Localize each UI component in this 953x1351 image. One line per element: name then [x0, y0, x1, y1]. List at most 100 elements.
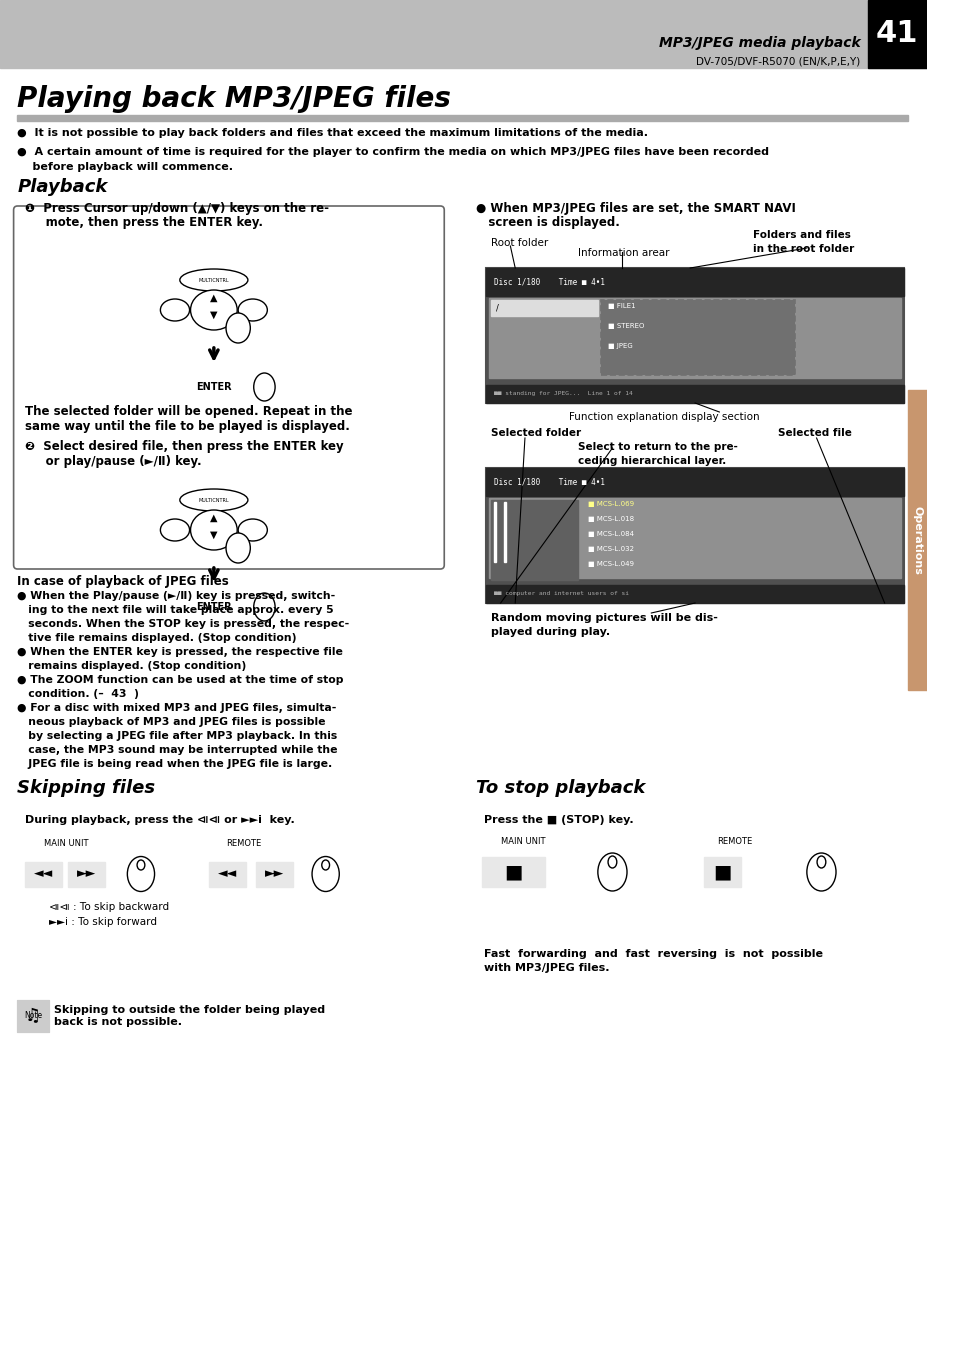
Bar [476, 939, 907, 979]
Bar [491, 500, 578, 580]
Bar [491, 300, 598, 316]
Text: ■: ■ [712, 862, 731, 881]
Text: Selected folder: Selected folder [491, 428, 580, 438]
Text: Playback: Playback [17, 178, 108, 196]
Ellipse shape [127, 857, 154, 892]
Text: ►►: ►► [77, 867, 96, 881]
Ellipse shape [253, 373, 274, 401]
Ellipse shape [191, 290, 237, 330]
Text: remains displayed. (Stop condition): remains displayed. (Stop condition) [17, 661, 247, 671]
Text: before playback will commence.: before playback will commence. [17, 162, 233, 172]
Text: screen is displayed.: screen is displayed. [476, 216, 619, 230]
Bar [481, 835, 564, 848]
Text: /: / [496, 304, 498, 312]
Text: JPEG file is being read when the JPEG file is large.: JPEG file is being read when the JPEG fi… [17, 759, 333, 769]
Bar [485, 267, 903, 296]
Text: ▲: ▲ [210, 513, 217, 523]
Ellipse shape [312, 857, 339, 892]
Text: ■: ■ [503, 862, 522, 881]
Text: DV-705/DVF-R5070 (EN/K,P,E,Y): DV-705/DVF-R5070 (EN/K,P,E,Y) [696, 57, 860, 68]
Text: ▲: ▲ [210, 293, 217, 303]
Text: in the root folder: in the root folder [753, 245, 854, 254]
Text: ▼: ▼ [210, 309, 217, 320]
Ellipse shape [160, 519, 190, 540]
Ellipse shape [607, 857, 617, 867]
Text: Function explanation display section: Function explanation display section [568, 412, 759, 422]
Bar [209, 838, 278, 851]
Bar [494, 503, 496, 562]
Bar [17, 1000, 49, 1032]
Text: The selected folder will be opened. Repeat in the: The selected folder will be opened. Repe… [25, 405, 353, 417]
Text: by selecting a JPEG file after MP3 playback. In this: by selecting a JPEG file after MP3 playb… [17, 731, 337, 740]
Text: ENTER: ENTER [196, 603, 232, 612]
Bar [503, 503, 505, 562]
Text: MULTICNTRL: MULTICNTRL [198, 497, 229, 503]
Bar [485, 585, 903, 603]
Bar [485, 385, 903, 403]
Text: ■ MCS-L.032: ■ MCS-L.032 [587, 546, 634, 553]
Text: mote, then press the ENTER key.: mote, then press the ENTER key. [25, 216, 263, 230]
Ellipse shape [180, 269, 248, 290]
Text: Selected file: Selected file [777, 428, 851, 438]
Text: ceding hierarchical layer.: ceding hierarchical layer. [578, 457, 726, 466]
Text: During playback, press the ⧏⧏ or ►►i  key.: During playback, press the ⧏⧏ or ►►i key… [25, 815, 294, 825]
Text: neous playback of MP3 and JPEG files is possible: neous playback of MP3 and JPEG files is … [17, 717, 326, 727]
Text: Random moving pictures will be dis-: Random moving pictures will be dis- [491, 613, 717, 623]
Text: ▼: ▼ [210, 530, 217, 540]
Text: Root folder: Root folder [491, 238, 548, 249]
Bar [68, 862, 105, 888]
Text: Skipping files: Skipping files [17, 780, 155, 797]
Text: ● When the Play/pause (►/Ⅱ) key is pressed, switch-: ● When the Play/pause (►/Ⅱ) key is press… [17, 590, 335, 601]
Bar [485, 267, 903, 403]
Text: Operations: Operations [912, 505, 922, 574]
Bar [25, 862, 62, 888]
Text: REMOTE: REMOTE [226, 839, 261, 848]
Text: MULTICNTRL: MULTICNTRL [198, 277, 229, 282]
Text: Disc 1/180    Time ■ 4•1: Disc 1/180 Time ■ 4•1 [494, 477, 604, 486]
Ellipse shape [137, 861, 145, 870]
Text: with MP3/JPEG files.: with MP3/JPEG files. [483, 963, 609, 973]
Text: case, the MP3 sound may be interrupted while the: case, the MP3 sound may be interrupted w… [17, 744, 337, 755]
Ellipse shape [238, 519, 267, 540]
Text: ►►i : To skip forward: ►►i : To skip forward [49, 917, 156, 927]
Bar [176, 376, 251, 399]
Text: seconds. When the STOP key is pressed, the respec-: seconds. When the STOP key is pressed, t… [17, 619, 350, 630]
Text: ♫: ♫ [25, 1006, 41, 1025]
Text: MAIN UNIT: MAIN UNIT [44, 839, 89, 848]
Text: or play/pause (►/Ⅱ) key.: or play/pause (►/Ⅱ) key. [25, 455, 202, 467]
Text: ■■ standing for JPEG...  Line 1 of 14: ■■ standing for JPEG... Line 1 of 14 [494, 392, 632, 396]
Bar [0, 0, 926, 68]
Bar [907, 390, 926, 690]
Text: MAIN UNIT: MAIN UNIT [500, 838, 545, 847]
Bar [17, 1000, 49, 1032]
Text: Playing back MP3/JPEG files: Playing back MP3/JPEG files [17, 85, 451, 113]
Ellipse shape [238, 299, 267, 322]
Text: ■ STEREO: ■ STEREO [607, 323, 643, 330]
Text: Select to return to the pre-: Select to return to the pre- [578, 442, 738, 453]
Ellipse shape [253, 593, 274, 621]
Text: ●  A certain amount of time is required for the player to confirm the media on w: ● A certain amount of time is required f… [17, 147, 769, 157]
Bar [481, 857, 545, 888]
Ellipse shape [598, 852, 626, 892]
Bar [209, 862, 246, 888]
Text: ■ MCS-L.049: ■ MCS-L.049 [587, 561, 634, 567]
Bar [17, 805, 440, 990]
Text: Note: Note [24, 1012, 42, 1020]
Bar [25, 838, 108, 851]
Text: REMOTE: REMOTE [717, 838, 752, 847]
Text: Fast  forwarding  and  fast  reversing  is  not  possible: Fast forwarding and fast reversing is no… [483, 948, 822, 959]
Bar [867, 0, 926, 68]
Text: 41: 41 [875, 19, 918, 49]
FancyBboxPatch shape [13, 205, 444, 569]
Text: played during play.: played during play. [491, 627, 609, 638]
Ellipse shape [226, 534, 250, 563]
Text: Press the ■ (STOP) key.: Press the ■ (STOP) key. [483, 815, 633, 825]
Bar [703, 857, 740, 888]
Text: ing to the next file will take place approx. every 5: ing to the next file will take place app… [17, 605, 334, 615]
Text: ●  It is not possible to play back folders and files that exceed the maximum lim: ● It is not possible to play back folder… [17, 128, 648, 138]
Bar [489, 499, 901, 578]
Text: ■ FILE1: ■ FILE1 [607, 303, 635, 309]
Text: In case of playback of JPEG files: In case of playback of JPEG files [17, 576, 229, 588]
Bar [485, 467, 903, 603]
Ellipse shape [180, 489, 248, 511]
